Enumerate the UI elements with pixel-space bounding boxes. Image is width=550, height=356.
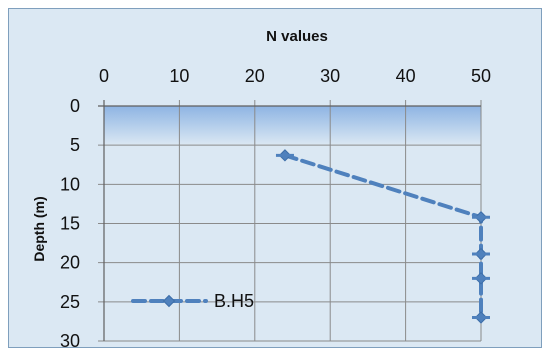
y-axis-label: Depth (m)	[31, 196, 47, 261]
y-tick-label: 10	[60, 174, 80, 194]
y-tick-label: 30	[60, 331, 80, 351]
y-tick-label: 0	[70, 96, 80, 116]
legend-layer: B.H5	[131, 291, 254, 311]
x-tick-label: 10	[169, 66, 189, 86]
x-tick-label: 40	[396, 66, 416, 86]
tick-label-layer: 0 10 20 30 40 50 0 5 10 15 20 25 30	[60, 66, 491, 351]
y-tick-label: 15	[60, 214, 80, 234]
y-tick-label: 25	[60, 292, 80, 312]
x-tick-label: 20	[245, 66, 265, 86]
legend-marker	[162, 294, 176, 308]
axis-layer	[98, 100, 481, 341]
series-line	[282, 153, 483, 320]
legend-label: B.H5	[214, 291, 254, 311]
shaded-depth-band	[104, 106, 481, 146]
x-tick-label: 0	[99, 66, 109, 86]
chart-title: N values	[266, 28, 328, 45]
shaded-band-layer	[104, 106, 481, 146]
x-tick-label: 30	[320, 66, 340, 86]
x-tick-label: 50	[471, 66, 491, 86]
chart-frame	[8, 8, 542, 348]
y-tick-label: 5	[70, 135, 80, 155]
y-tick-label: 20	[60, 253, 80, 273]
series-layer	[275, 149, 490, 324]
